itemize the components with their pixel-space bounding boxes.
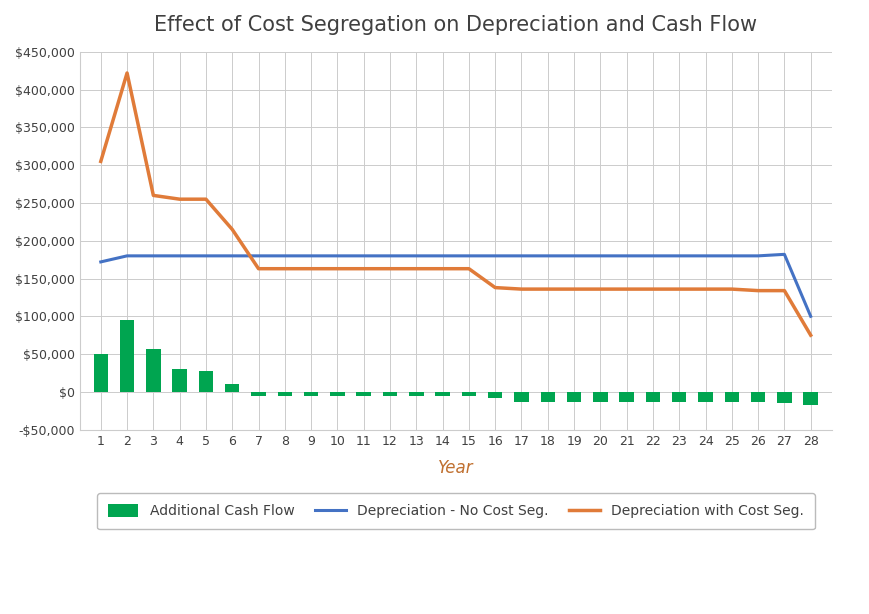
Depreciation with Cost Seg. [464, 265, 474, 273]
Bar [409, 392, 423, 397]
Depreciation - No Cost Seg. [201, 252, 211, 260]
Depreciation - No Cost Seg. [280, 252, 290, 260]
Depreciation with Cost Seg. [201, 195, 211, 203]
Depreciation - No Cost Seg. [490, 252, 501, 260]
Depreciation with Cost Seg. [569, 286, 580, 293]
Bar [567, 392, 581, 402]
Depreciation with Cost Seg. [359, 265, 369, 273]
Bar [199, 371, 213, 392]
Depreciation with Cost Seg. [411, 265, 421, 273]
Depreciation with Cost Seg. [490, 284, 501, 291]
Bar [356, 392, 371, 397]
Bar [488, 392, 502, 398]
Depreciation - No Cost Seg. [411, 252, 421, 260]
Depreciation with Cost Seg. [175, 195, 185, 203]
Depreciation with Cost Seg. [647, 286, 658, 293]
Depreciation with Cost Seg. [726, 286, 737, 293]
Title: Effect of Cost Segregation on Depreciation and Cash Flow: Effect of Cost Segregation on Depreciati… [154, 15, 757, 35]
Depreciation with Cost Seg. [779, 287, 790, 294]
Bar [172, 369, 187, 392]
Bar [435, 392, 450, 397]
Bar [777, 392, 792, 403]
Depreciation with Cost Seg. [254, 265, 264, 273]
Depreciation with Cost Seg. [122, 69, 132, 77]
Depreciation with Cost Seg. [806, 332, 816, 339]
Bar [594, 392, 607, 402]
Depreciation - No Cost Seg. [674, 252, 685, 260]
Bar [514, 392, 528, 402]
Line: Depreciation - No Cost Seg.: Depreciation - No Cost Seg. [101, 254, 811, 316]
Depreciation with Cost Seg. [753, 287, 763, 294]
Depreciation - No Cost Seg. [542, 252, 553, 260]
Depreciation with Cost Seg. [542, 286, 553, 293]
Depreciation - No Cost Seg. [96, 258, 106, 266]
Bar [699, 392, 713, 402]
Depreciation - No Cost Seg. [621, 252, 632, 260]
Depreciation - No Cost Seg. [175, 252, 185, 260]
Depreciation - No Cost Seg. [726, 252, 737, 260]
Depreciation with Cost Seg. [385, 265, 395, 273]
Depreciation with Cost Seg. [674, 286, 685, 293]
Depreciation - No Cost Seg. [806, 313, 816, 320]
Bar [330, 392, 345, 397]
Bar [277, 392, 292, 397]
Depreciation with Cost Seg. [700, 286, 711, 293]
Depreciation - No Cost Seg. [385, 252, 395, 260]
Bar [461, 392, 476, 397]
Depreciation - No Cost Seg. [595, 252, 606, 260]
Bar [646, 392, 660, 402]
Depreciation - No Cost Seg. [227, 252, 237, 260]
Depreciation - No Cost Seg. [437, 252, 448, 260]
Depreciation with Cost Seg. [437, 265, 448, 273]
Bar [94, 354, 108, 392]
Bar [120, 320, 135, 392]
Depreciation with Cost Seg. [227, 226, 237, 233]
Bar [804, 392, 818, 405]
Bar [225, 384, 240, 392]
Depreciation - No Cost Seg. [148, 252, 158, 260]
Depreciation - No Cost Seg. [122, 252, 132, 260]
Bar [541, 392, 555, 402]
Depreciation - No Cost Seg. [647, 252, 658, 260]
Depreciation with Cost Seg. [96, 158, 106, 165]
Depreciation with Cost Seg. [332, 265, 342, 273]
Depreciation - No Cost Seg. [700, 252, 711, 260]
Depreciation with Cost Seg. [148, 192, 158, 199]
Depreciation with Cost Seg. [516, 286, 527, 293]
Depreciation - No Cost Seg. [332, 252, 342, 260]
Line: Depreciation with Cost Seg.: Depreciation with Cost Seg. [101, 73, 811, 335]
Bar [620, 392, 634, 402]
Depreciation - No Cost Seg. [306, 252, 316, 260]
Bar [382, 392, 397, 397]
Bar [751, 392, 766, 402]
Depreciation with Cost Seg. [595, 286, 606, 293]
Depreciation - No Cost Seg. [753, 252, 763, 260]
Depreciation - No Cost Seg. [779, 251, 790, 258]
Bar [146, 349, 161, 392]
Bar [304, 392, 318, 397]
Depreciation with Cost Seg. [280, 265, 290, 273]
Bar [725, 392, 739, 402]
Depreciation - No Cost Seg. [254, 252, 264, 260]
Depreciation - No Cost Seg. [464, 252, 474, 260]
Depreciation with Cost Seg. [306, 265, 316, 273]
Legend: Additional Cash Flow, Depreciation - No Cost Seg., Depreciation with Cost Seg.: Additional Cash Flow, Depreciation - No … [96, 493, 815, 529]
Depreciation with Cost Seg. [621, 286, 632, 293]
X-axis label: Year: Year [438, 459, 474, 476]
Bar [672, 392, 687, 402]
Depreciation - No Cost Seg. [516, 252, 527, 260]
Depreciation - No Cost Seg. [569, 252, 580, 260]
Bar [251, 392, 266, 397]
Depreciation - No Cost Seg. [359, 252, 369, 260]
